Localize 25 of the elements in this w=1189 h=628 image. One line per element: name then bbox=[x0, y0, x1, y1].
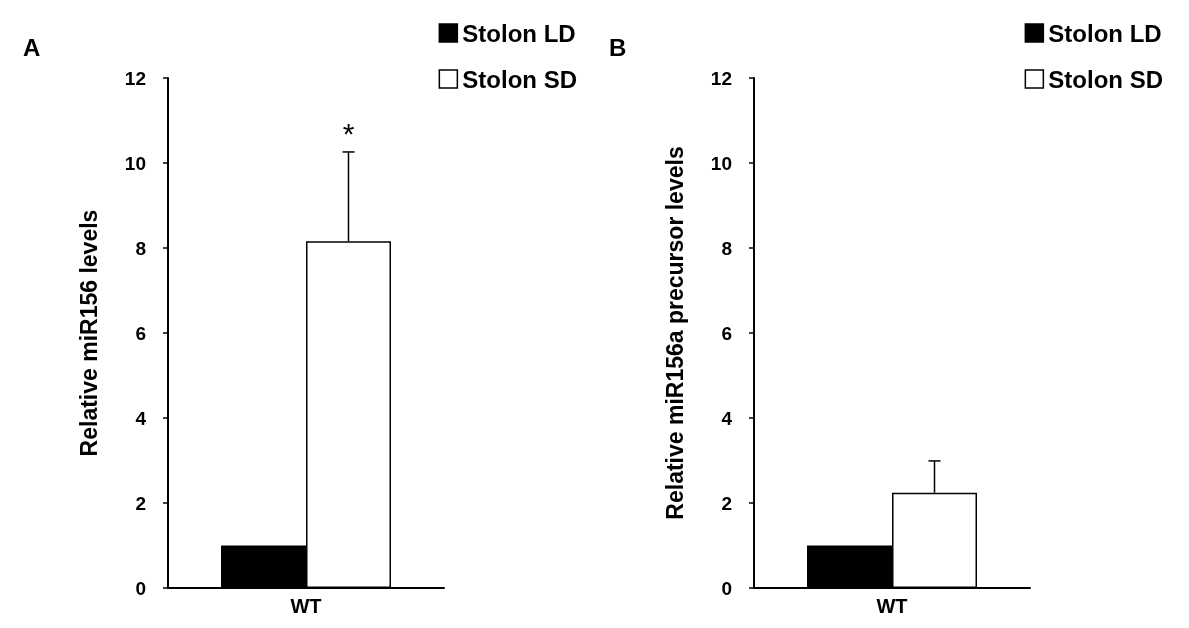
x-tick-label: WT bbox=[876, 595, 908, 617]
y-tick-label: 6 bbox=[721, 322, 732, 344]
legend-label: Stolon SD bbox=[1048, 65, 1163, 93]
y-tick-label: 2 bbox=[135, 492, 146, 514]
legend-label: Stolon LD bbox=[462, 19, 576, 47]
y-tick-label: 10 bbox=[710, 152, 732, 174]
y-tick-label: 2 bbox=[721, 492, 732, 514]
y-tick-label: 12 bbox=[124, 67, 146, 89]
y-tick-label: 0 bbox=[135, 577, 146, 599]
x-tick-label: WT bbox=[290, 595, 322, 617]
y-tick-label: 0 bbox=[721, 577, 732, 599]
y-axis-title: Relative miR156 levels bbox=[75, 209, 102, 457]
y-axis-title: Relative miR156a precursor levels bbox=[661, 146, 688, 520]
y-tick-label: 12 bbox=[710, 67, 732, 89]
y-tick-label: 6 bbox=[135, 322, 146, 344]
y-tick-label: 10 bbox=[124, 152, 146, 174]
chart-title: B bbox=[609, 33, 627, 61]
y-tick-label: 4 bbox=[721, 407, 733, 429]
legend-label: Stolon LD bbox=[1048, 19, 1162, 47]
annotation: * bbox=[342, 117, 355, 151]
chart-title: A bbox=[23, 33, 41, 61]
y-tick-label: 4 bbox=[135, 407, 147, 429]
legend-label: Stolon SD bbox=[462, 65, 577, 93]
y-tick-label: 8 bbox=[135, 237, 146, 259]
y-tick-label: 8 bbox=[721, 237, 732, 259]
